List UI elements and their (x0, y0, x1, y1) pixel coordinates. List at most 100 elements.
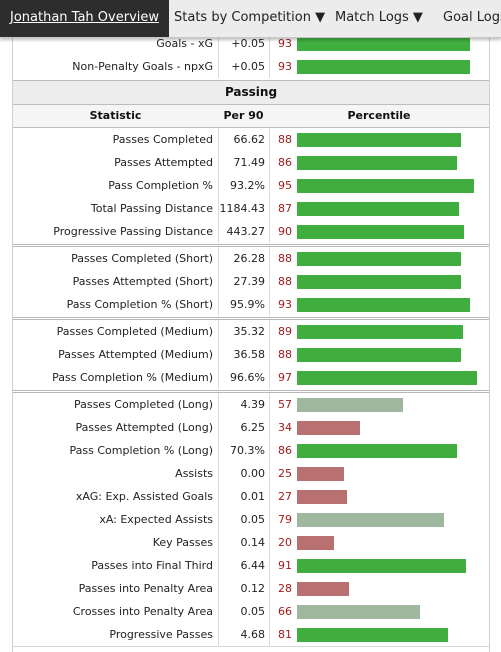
stat-row: Progressive Passes 4.68 81 (13, 623, 489, 646)
stat-row: Pass Completion % 93.2% 95 (13, 174, 489, 197)
percentile-bar (297, 202, 459, 216)
stat-row: Passes Attempted (Medium) 36.58 88 (13, 343, 489, 366)
tab-goal-logs[interactable]: Goal Logs (443, 10, 501, 25)
percentile-value: 88 (278, 275, 292, 288)
per90-value: 6.44 (218, 554, 269, 577)
percentile-value: 89 (278, 325, 292, 338)
tab-stats-by-competition[interactable]: Stats by Competition ▼ (174, 10, 326, 25)
per90-value: 0.05 (218, 508, 269, 531)
percentile-cell: 93 (269, 32, 489, 55)
column-header-statistic[interactable]: Statistic (89, 109, 142, 122)
top-nav: Jonathan Tah Overview Stats by Competiti… (0, 0, 501, 38)
stat-row: Passes into Final Third 6.44 91 (13, 554, 489, 577)
tab-match-logs[interactable]: Match Logs ▼ (335, 10, 423, 25)
stat-row: Passes Completed (Medium) 35.32 89 (13, 320, 489, 343)
stat-row: Assists 0.00 25 (13, 462, 489, 485)
percentile-cell: 86 (269, 151, 489, 174)
stat-row: Non-Penalty Goals - npxG +0.05 93 (13, 55, 489, 78)
percentile-value: 86 (278, 156, 292, 169)
stat-row: xA: Expected Assists 0.05 79 (13, 508, 489, 531)
per90-value: 95.9% (218, 293, 269, 316)
percentile-cell: 66 (269, 600, 489, 623)
table-header: Statistic Per 90 Percentile (13, 105, 489, 128)
statistic-name: Passes Completed (Medium) (56, 325, 213, 338)
percentile-cell: 88 (269, 270, 489, 293)
percentile-value: 25 (278, 467, 292, 480)
percentile-cell: 28 (269, 577, 489, 600)
stat-row: Pass Completion % (Medium) 96.6% 97 (13, 366, 489, 389)
percentile-value: 93 (278, 60, 292, 73)
stat-row: Passes Completed (Long) 4.39 57 (13, 393, 489, 416)
per90-value: 71.49 (218, 151, 269, 174)
statistic-name: Passes Completed (Long) (73, 398, 213, 411)
percentile-value: 79 (278, 513, 292, 526)
percentile-value: 28 (278, 582, 292, 595)
percentile-cell: 86 (269, 439, 489, 462)
column-header-per90[interactable]: Per 90 (223, 109, 264, 122)
percentile-cell: 27 (269, 485, 489, 508)
per90-value: 1184.43 (218, 197, 269, 220)
percentile-bar (297, 252, 461, 266)
statistic-name: Passes Completed (Short) (71, 252, 213, 265)
statistic-name: Passes Attempted (114, 156, 213, 169)
statistic-name: Key Passes (152, 536, 213, 549)
percentile-cell: 93 (269, 293, 489, 316)
percentile-bar (297, 559, 466, 573)
percentile-value: 93 (278, 298, 292, 311)
percentile-value: 81 (278, 628, 292, 641)
statistic-name: Pass Completion % (Short) (66, 298, 213, 311)
statistic-name: Pass Completion % (Medium) (52, 371, 213, 384)
percentile-value: 90 (278, 225, 292, 238)
percentile-cell: 25 (269, 462, 489, 485)
percentile-cell: 88 (269, 247, 489, 270)
percentile-value: 88 (278, 348, 292, 361)
statistic-name: Passes Completed (112, 133, 213, 146)
per90-value: 66.62 (218, 128, 269, 151)
percentile-cell: 88 (269, 128, 489, 151)
percentile-value: 86 (278, 444, 292, 457)
stat-row: Passes Completed 66.62 88 (13, 128, 489, 151)
statistic-name: Assists (175, 467, 213, 480)
per90-value: 35.32 (218, 320, 269, 343)
column-header-percentile[interactable]: Percentile (347, 109, 411, 122)
percentile-bar (297, 421, 360, 435)
per90-value: 96.6% (218, 366, 269, 389)
stat-row: Passes into Penalty Area 0.12 28 (13, 577, 489, 600)
group-divider (13, 390, 489, 393)
percentile-value: 20 (278, 536, 292, 549)
per90-value: 0.14 (218, 531, 269, 554)
per90-value: 36.58 (218, 343, 269, 366)
percentile-cell: 88 (269, 343, 489, 366)
stat-row: Passes Attempted (Short) 27.39 88 (13, 270, 489, 293)
stat-row: Crosses into Penalty Area 0.05 66 (13, 600, 489, 623)
per90-value: 4.39 (218, 393, 269, 416)
percentile-bar (297, 133, 461, 147)
statistic-name: Passes Attempted (Short) (72, 275, 213, 288)
percentile-cell: 93 (269, 55, 489, 78)
statistic-name: Progressive Passes (109, 628, 213, 641)
stat-row: Pass Completion % (Short) 95.9% 93 (13, 293, 489, 316)
percentile-bar (297, 60, 470, 74)
percentile-value: 88 (278, 252, 292, 265)
stat-row: Passes Attempted (Long) 6.25 34 (13, 416, 489, 439)
stat-row: Pass Completion % (Long) 70.3% 86 (13, 439, 489, 462)
percentile-cell: 81 (269, 623, 489, 646)
per90-value: +0.05 (218, 32, 269, 55)
tab-player-overview[interactable]: Jonathan Tah Overview (0, 0, 169, 37)
per90-value: 0.00 (218, 462, 269, 485)
percentile-bar (297, 605, 420, 619)
percentile-bar (297, 628, 448, 642)
per90-value: +0.05 (218, 55, 269, 78)
percentile-bar (297, 179, 474, 193)
percentile-bar (297, 582, 349, 596)
statistic-name: xA: Expected Assists (99, 513, 213, 526)
stat-row: Key Passes 0.14 20 (13, 531, 489, 554)
percentile-value: 91 (278, 559, 292, 572)
percentile-value: 95 (278, 179, 292, 192)
statistic-name: Passes into Final Third (91, 559, 213, 572)
percentile-value: 27 (278, 490, 292, 503)
percentile-cell: 57 (269, 393, 489, 416)
percentile-bar (297, 490, 347, 504)
percentile-cell: 89 (269, 320, 489, 343)
statistic-name: Crosses into Penalty Area (72, 605, 213, 618)
